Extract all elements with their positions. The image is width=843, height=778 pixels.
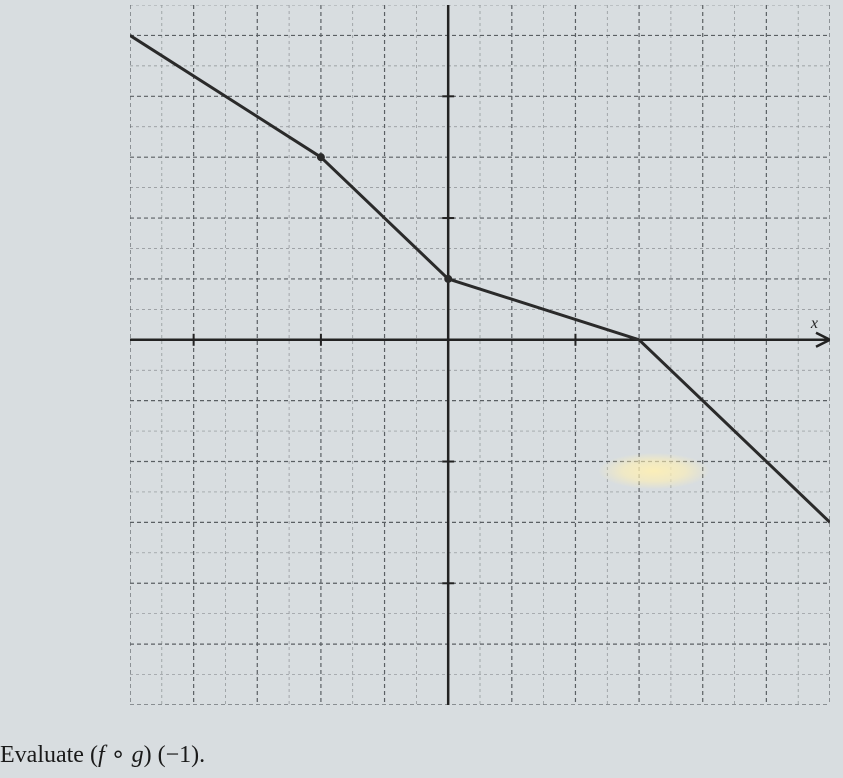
axis-labels: x — [810, 315, 818, 332]
chart-area: x — [130, 5, 830, 705]
question-prefix: Evaluate — [0, 742, 90, 768]
grid-minor — [130, 5, 830, 705]
expr-g: g — [132, 742, 144, 768]
expr-comp: ∘ — [105, 742, 132, 768]
svg-text:x: x — [810, 315, 818, 332]
question-text: Evaluate (f ∘ g) (−1). — [0, 740, 205, 769]
chart-svg: x — [130, 5, 830, 705]
expr-f: f — [98, 742, 105, 768]
expr-arg: (−1). — [158, 742, 206, 768]
